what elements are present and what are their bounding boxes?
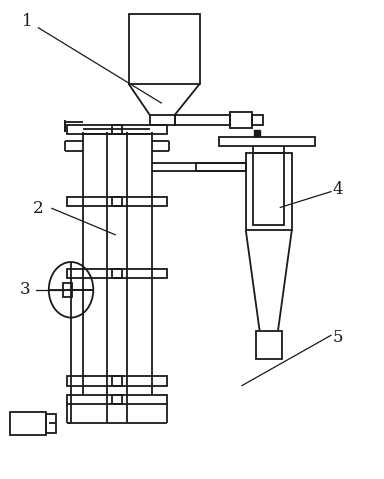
Bar — [10, 412, 46, 435]
Bar — [230, 112, 252, 128]
Text: 5: 5 — [333, 329, 343, 346]
Bar — [256, 331, 282, 359]
Bar — [67, 376, 122, 386]
Bar — [67, 125, 122, 134]
Bar — [129, 14, 200, 84]
Bar — [112, 269, 167, 278]
Bar — [246, 153, 292, 230]
Bar — [67, 197, 122, 206]
Bar — [67, 269, 122, 278]
Text: 3: 3 — [20, 281, 30, 298]
Bar — [150, 115, 175, 125]
Text: 2: 2 — [33, 200, 44, 217]
Bar — [252, 115, 263, 125]
Bar — [112, 395, 167, 404]
Text: 1: 1 — [22, 13, 32, 30]
Bar — [46, 414, 56, 433]
Bar — [253, 153, 284, 225]
Bar — [67, 395, 122, 404]
Bar — [196, 163, 246, 171]
Bar — [63, 283, 72, 297]
Bar — [175, 115, 230, 125]
Bar — [112, 197, 167, 206]
Bar — [112, 125, 167, 134]
Bar — [112, 376, 167, 386]
Text: 4: 4 — [333, 181, 343, 198]
Bar — [219, 137, 315, 146]
